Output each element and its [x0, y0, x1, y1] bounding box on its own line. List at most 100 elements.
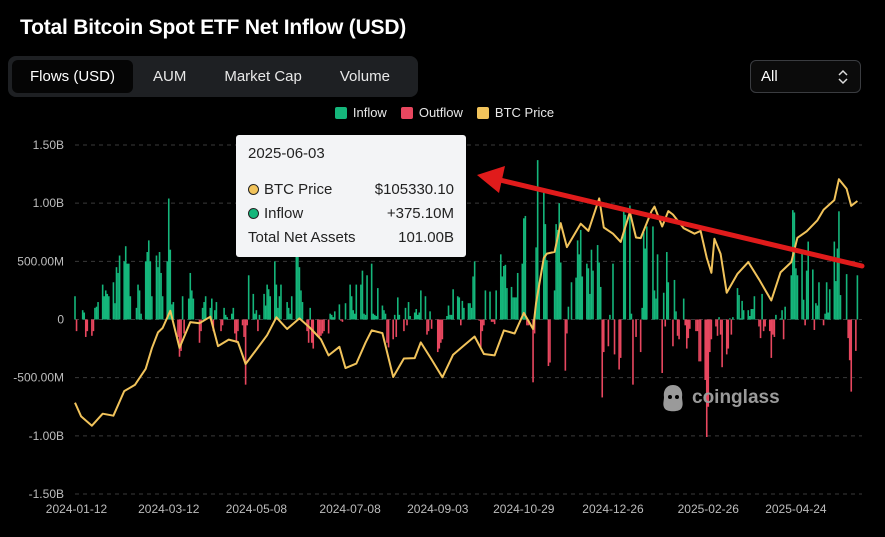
- inflow-bar[interactable]: [845, 274, 848, 320]
- outflow-bar[interactable]: [705, 319, 708, 438]
- inflow-bar[interactable]: [449, 314, 451, 320]
- inflow-bar[interactable]: [171, 304, 173, 320]
- outflow-bar[interactable]: [804, 319, 806, 326]
- inflow-bar[interactable]: [167, 198, 170, 320]
- inflow-bar[interactable]: [258, 314, 261, 320]
- outflow-bar[interactable]: [533, 319, 536, 334]
- inflow-bar[interactable]: [333, 311, 336, 320]
- inflow-bar[interactable]: [761, 293, 763, 320]
- outflow-bar[interactable]: [772, 319, 774, 335]
- inflow-bar[interactable]: [501, 276, 504, 320]
- inflow-bar[interactable]: [409, 316, 411, 320]
- outflow-bar[interactable]: [687, 319, 690, 339]
- inflow-bar[interactable]: [598, 262, 600, 320]
- inflow-bar[interactable]: [461, 300, 464, 320]
- inflow-bar[interactable]: [160, 272, 162, 320]
- outflow-bar[interactable]: [725, 319, 728, 355]
- outflow-bar[interactable]: [822, 319, 825, 326]
- outflow-bar[interactable]: [764, 319, 766, 327]
- outflow-bar[interactable]: [855, 319, 857, 351]
- inflow-bar[interactable]: [128, 263, 130, 320]
- inflow-bar[interactable]: [373, 314, 376, 320]
- inflow-bar[interactable]: [377, 288, 379, 320]
- inflow-bar[interactable]: [535, 247, 537, 320]
- inflow-bar[interactable]: [578, 254, 580, 320]
- outflow-bar[interactable]: [632, 319, 634, 385]
- outflow-bar[interactable]: [321, 319, 324, 334]
- inflow-bar[interactable]: [215, 302, 218, 320]
- inflow-bar[interactable]: [381, 305, 384, 320]
- inflow-bar[interactable]: [824, 313, 826, 320]
- inflow-bar[interactable]: [742, 310, 745, 320]
- inflow-bar[interactable]: [446, 316, 448, 320]
- outflow-bar[interactable]: [438, 319, 441, 349]
- inflow-bar[interactable]: [599, 286, 602, 320]
- inflow-bar[interactable]: [289, 313, 291, 320]
- inflow-bar[interactable]: [383, 310, 385, 320]
- tab-volume[interactable]: Volume: [339, 68, 390, 85]
- inflow-bar[interactable]: [375, 316, 378, 320]
- inflow-bar[interactable]: [521, 263, 524, 320]
- inflow-bar[interactable]: [513, 297, 516, 320]
- outflow-bar[interactable]: [689, 319, 691, 329]
- inflow-bar[interactable]: [653, 290, 656, 320]
- inflow-bar[interactable]: [166, 261, 169, 320]
- inflow-bar[interactable]: [181, 296, 184, 320]
- outflow-bar[interactable]: [198, 319, 201, 343]
- inflow-bar[interactable]: [117, 272, 119, 320]
- outflow-bar[interactable]: [601, 319, 604, 398]
- outflow-bar[interactable]: [235, 319, 238, 343]
- inflow-bar[interactable]: [655, 298, 657, 320]
- inflow-bar[interactable]: [301, 302, 304, 320]
- outflow-bar[interactable]: [709, 319, 711, 353]
- inflow-bar[interactable]: [114, 303, 116, 320]
- inflow-bar[interactable]: [807, 241, 809, 320]
- inflow-bar[interactable]: [590, 249, 593, 320]
- inflow-bar[interactable]: [300, 290, 302, 320]
- outflow-bar[interactable]: [318, 319, 321, 337]
- btc-price-line[interactable]: [74, 178, 859, 427]
- outflow-bar[interactable]: [635, 319, 637, 337]
- inflow-bar[interactable]: [576, 240, 579, 320]
- inflow-bar[interactable]: [463, 307, 465, 320]
- inflow-bar[interactable]: [729, 318, 731, 320]
- inflow-bar[interactable]: [329, 313, 331, 320]
- inflow-bar[interactable]: [363, 313, 365, 320]
- inflow-bar[interactable]: [123, 261, 125, 320]
- outflow-bar[interactable]: [483, 319, 485, 326]
- inflow-bar[interactable]: [612, 263, 614, 320]
- tab-aum[interactable]: AUM: [153, 68, 187, 85]
- inflow-bar[interactable]: [536, 160, 539, 320]
- inflow-bar[interactable]: [393, 314, 396, 320]
- inflow-bar[interactable]: [366, 275, 368, 320]
- inflow-bar[interactable]: [750, 309, 753, 320]
- outflow-bar[interactable]: [478, 319, 481, 321]
- inflow-bar[interactable]: [489, 291, 491, 320]
- inflow-bar[interactable]: [112, 282, 115, 320]
- inflow-bar[interactable]: [473, 261, 476, 320]
- inflow-bar[interactable]: [224, 314, 227, 320]
- outflow-bar[interactable]: [493, 319, 496, 325]
- inflow-bar[interactable]: [151, 296, 153, 320]
- inflow-bar[interactable]: [429, 311, 431, 320]
- outflow-bar[interactable]: [759, 319, 762, 339]
- inflow-bar[interactable]: [538, 285, 541, 320]
- tab-market-cap[interactable]: Market Cap: [224, 68, 302, 85]
- outflow-bar[interactable]: [341, 319, 344, 322]
- inflow-bar[interactable]: [546, 260, 548, 320]
- outflow-bar[interactable]: [698, 319, 700, 362]
- inflow-bar[interactable]: [274, 261, 276, 320]
- inflow-bar[interactable]: [330, 314, 333, 320]
- inflow-bar[interactable]: [555, 224, 557, 320]
- outflow-bar[interactable]: [178, 319, 181, 357]
- inflow-bar[interactable]: [665, 252, 668, 320]
- outflow-bar[interactable]: [84, 319, 87, 337]
- inflow-bar[interactable]: [161, 296, 164, 320]
- outflow-bar[interactable]: [200, 319, 202, 332]
- inflow-bar[interactable]: [452, 289, 454, 320]
- inflow-bar[interactable]: [147, 240, 150, 320]
- inflow-bar[interactable]: [516, 272, 519, 320]
- outflow-bar[interactable]: [715, 319, 717, 327]
- outflow-bar[interactable]: [661, 319, 663, 374]
- inflow-bar[interactable]: [495, 290, 497, 320]
